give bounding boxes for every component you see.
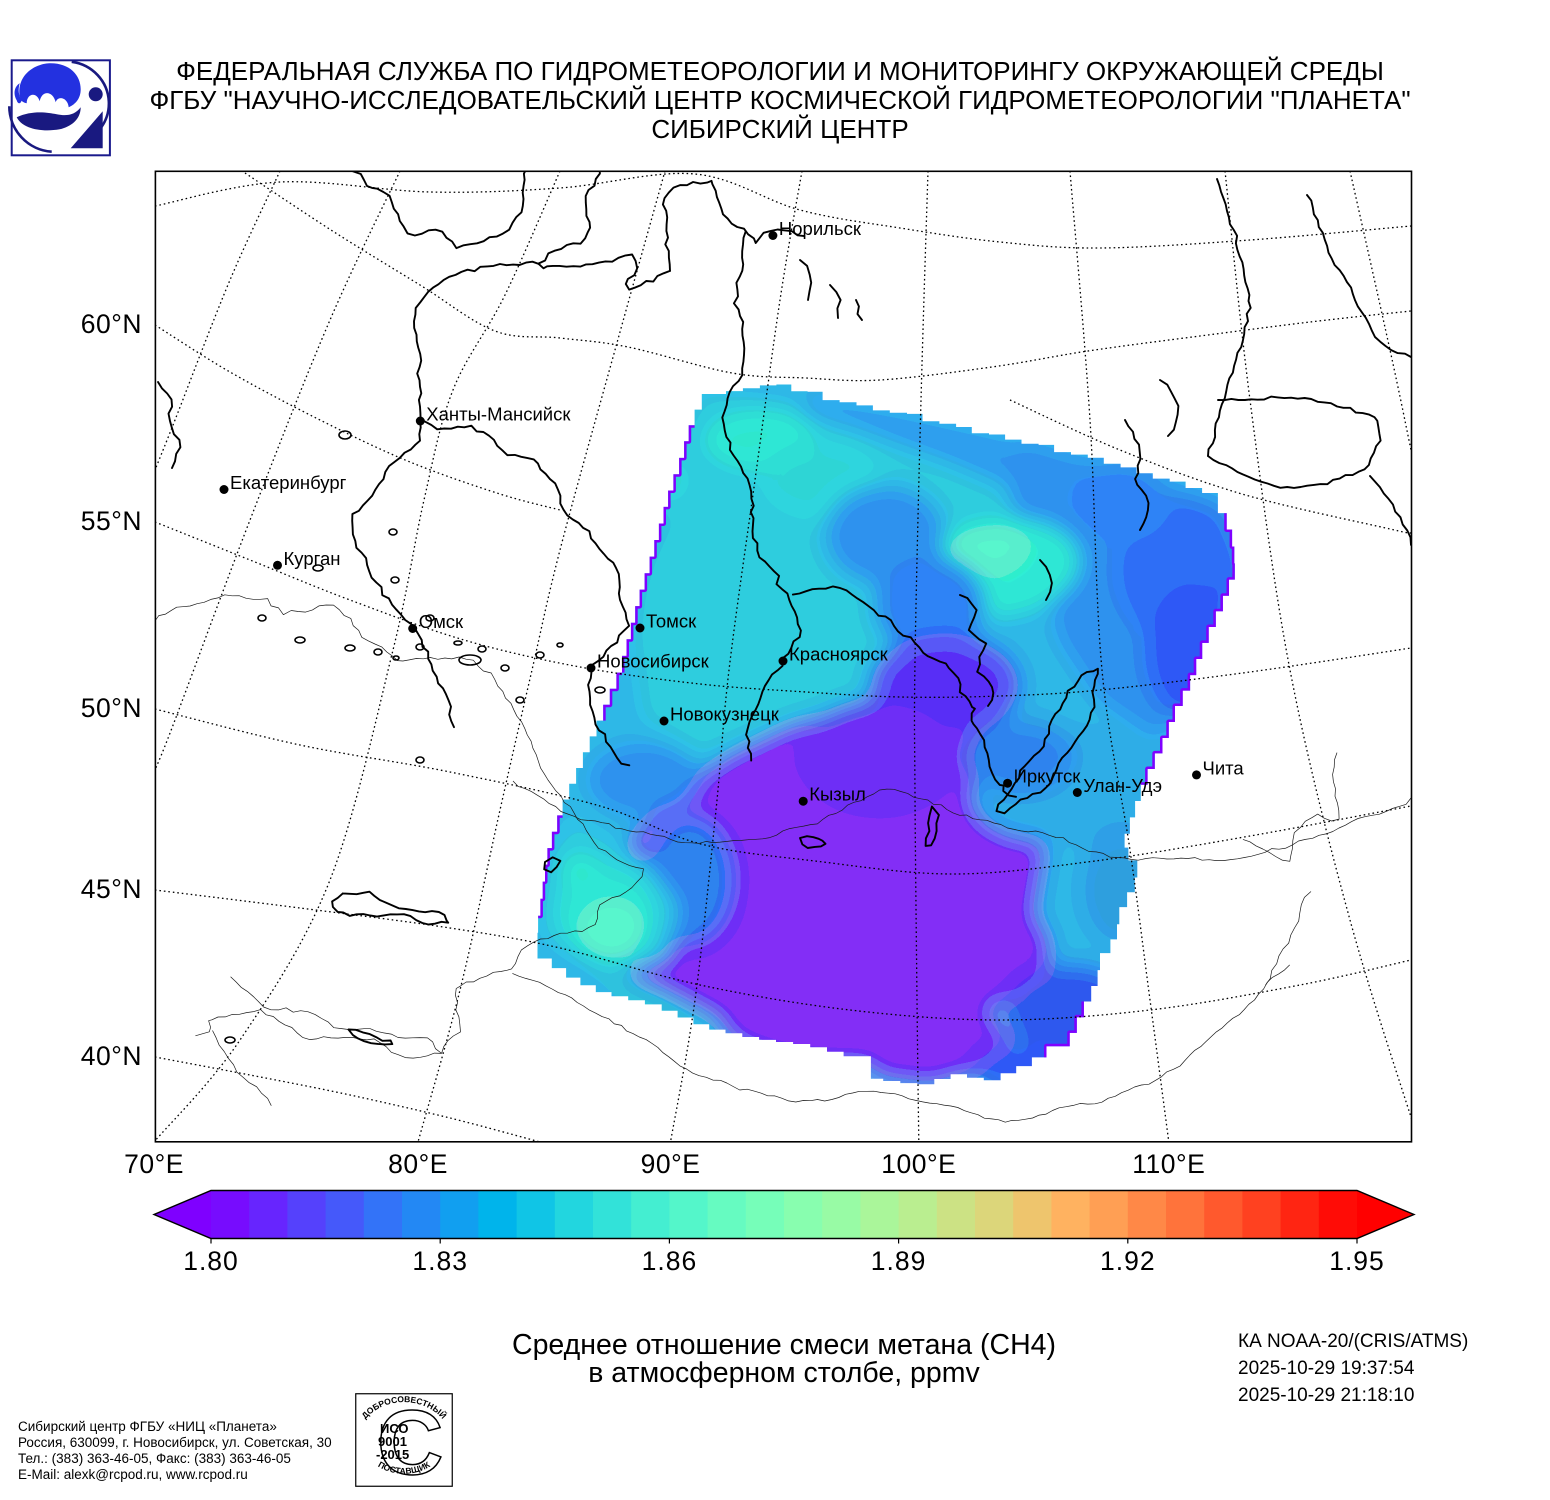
svg-text:КА NOAA-20/(CRIS/ATMS): КА NOAA-20/(CRIS/ATMS) bbox=[1238, 1331, 1468, 1352]
svg-text:в атмосферном столбе, ppmv: в атмосферном столбе, ppmv bbox=[588, 1357, 980, 1389]
svg-text:60°N: 60°N bbox=[81, 309, 142, 339]
svg-text:100°E: 100°E bbox=[881, 1149, 956, 1179]
svg-text:Норильск: Норильск bbox=[779, 218, 862, 239]
svg-text:ФГБУ "НАУЧНО-ИССЛЕДОВАТЕЛЬСКИЙ: ФГБУ "НАУЧНО-ИССЛЕДОВАТЕЛЬСКИЙ ЦЕНТР КОС… bbox=[149, 85, 1410, 115]
svg-text:1.89: 1.89 bbox=[871, 1246, 927, 1276]
svg-text:1.86: 1.86 bbox=[642, 1246, 698, 1276]
svg-text:110°E: 110°E bbox=[1132, 1149, 1205, 1179]
svg-text:90°E: 90°E bbox=[641, 1149, 701, 1179]
svg-text:2025-10-29 21:18:10: 2025-10-29 21:18:10 bbox=[1238, 1385, 1414, 1406]
svg-text:Россия, 630099, г. Новосибирск: Россия, 630099, г. Новосибирск, ул. Сове… bbox=[18, 1435, 332, 1450]
svg-text:E-Mail: alexk@rcpod.ru, www.rc: E-Mail: alexk@rcpod.ru, www.rcpod.ru bbox=[18, 1467, 248, 1482]
svg-text:1.83: 1.83 bbox=[412, 1246, 468, 1276]
svg-text:Тел.: (383) 363-46-05, Факс: (: Тел.: (383) 363-46-05, Факс: (383) 363-4… bbox=[18, 1451, 291, 1466]
svg-text:Омск: Омск bbox=[419, 611, 464, 632]
svg-text:Кызыл: Кызыл bbox=[809, 784, 866, 805]
svg-text:Улан-Удэ: Улан-Удэ bbox=[1083, 775, 1162, 796]
svg-text:50°N: 50°N bbox=[81, 693, 142, 723]
svg-text:55°N: 55°N bbox=[81, 506, 142, 536]
svg-text:Среднее отношение смеси метана: Среднее отношение смеси метана (CH4) bbox=[512, 1329, 1056, 1361]
svg-text:С: С bbox=[377, 1392, 443, 1494]
svg-text:9001: 9001 bbox=[378, 1434, 407, 1449]
svg-text:ИСО: ИСО bbox=[380, 1421, 409, 1436]
svg-text:2025-10-29 19:37:54: 2025-10-29 19:37:54 bbox=[1238, 1358, 1415, 1379]
svg-text:Чита: Чита bbox=[1203, 757, 1245, 778]
svg-text:Екатеринбург: Екатеринбург bbox=[230, 472, 347, 493]
svg-text:80°E: 80°E bbox=[388, 1149, 448, 1179]
svg-text:Ханты-Мансийск: Ханты-Мансийск bbox=[426, 404, 571, 425]
svg-text:Красноярск: Красноярск bbox=[789, 644, 889, 665]
svg-text:ФЕДЕРАЛЬНАЯ СЛУЖБА ПО ГИДРОМЕТ: ФЕДЕРАЛЬНАЯ СЛУЖБА ПО ГИДРОМЕТЕОРОЛОГИИ … bbox=[176, 56, 1384, 86]
svg-text:1.95: 1.95 bbox=[1329, 1246, 1385, 1276]
svg-text:Курган: Курган bbox=[284, 548, 341, 569]
svg-text:70°E: 70°E bbox=[124, 1149, 184, 1179]
svg-text:40°N: 40°N bbox=[81, 1041, 142, 1071]
svg-text:1.80: 1.80 bbox=[183, 1246, 239, 1276]
svg-text:Новосибирск: Новосибирск bbox=[597, 651, 710, 672]
svg-text:45°N: 45°N bbox=[81, 874, 142, 904]
svg-text:1.92: 1.92 bbox=[1100, 1246, 1156, 1276]
svg-text:Иркутск: Иркутск bbox=[1014, 766, 1082, 787]
svg-text:Новокузнецк: Новокузнецк bbox=[670, 704, 780, 725]
svg-text:Томск: Томск bbox=[646, 611, 697, 632]
svg-text:Сибирский центр ФГБУ «НИЦ «Пла: Сибирский центр ФГБУ «НИЦ «Планета» bbox=[18, 1419, 277, 1434]
svg-text:СИБИРСКИЙ ЦЕНТР: СИБИРСКИЙ ЦЕНТР bbox=[651, 114, 908, 144]
svg-text:-2015: -2015 bbox=[376, 1447, 409, 1462]
